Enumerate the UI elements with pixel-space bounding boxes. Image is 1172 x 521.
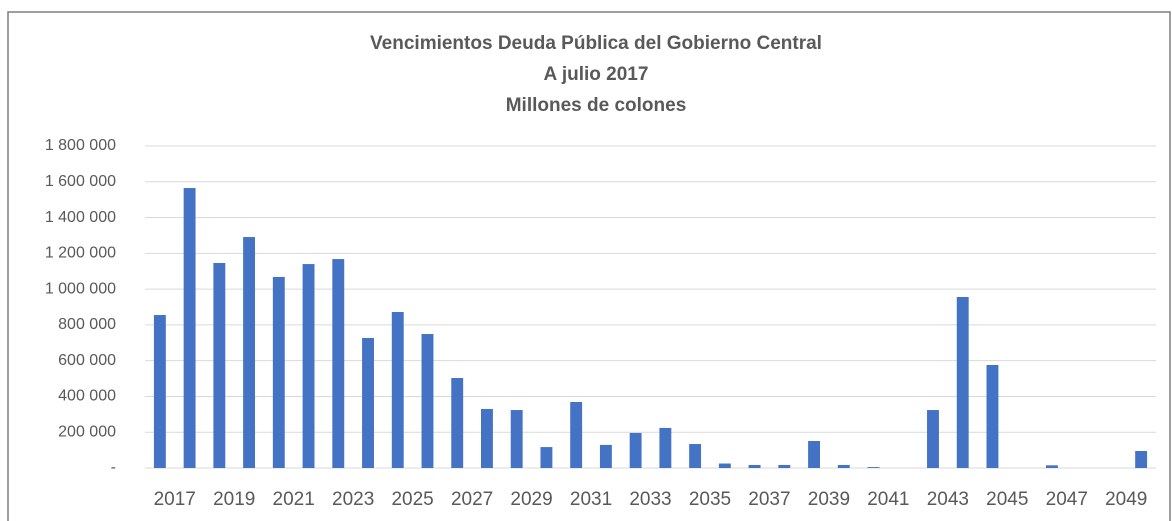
bar (153, 315, 166, 468)
x-tick-label: 2035 (689, 489, 731, 510)
x-tick-label: 2017 (154, 489, 196, 510)
bar (540, 447, 553, 468)
bar (748, 464, 761, 468)
y-tick-label: 1 200 000 (45, 245, 116, 262)
x-tick-label: 2033 (629, 489, 671, 510)
x-tick-label: 2021 (273, 489, 315, 510)
x-tick-label: 2019 (213, 489, 255, 510)
bar (599, 444, 612, 468)
bar (243, 237, 256, 468)
bar (183, 188, 196, 469)
bar (808, 440, 820, 468)
chart-subtitle: A julio 2017 (544, 64, 649, 85)
bar (718, 463, 731, 468)
x-tick-label: 2029 (510, 489, 552, 510)
bar (451, 378, 464, 468)
bar (481, 408, 493, 468)
y-tick-label: 1 400 000 (45, 209, 116, 226)
bar (927, 410, 939, 468)
bar (689, 444, 702, 468)
bar (570, 401, 583, 468)
bar (837, 464, 850, 468)
y-tick-label: 1 800 000 (45, 137, 116, 154)
x-tick-label: 2047 (1046, 489, 1088, 510)
bar (956, 296, 969, 468)
chart-title: Vencimientos Deuda Pública del Gobierno … (370, 33, 822, 54)
bar (778, 464, 791, 468)
x-tick-label: 2043 (927, 489, 969, 510)
bar (362, 337, 374, 468)
x-tick-label: 2045 (986, 489, 1028, 510)
y-tick-label: 600 000 (58, 352, 116, 369)
bar (213, 262, 226, 468)
y-tick-label: 400 000 (58, 388, 116, 405)
bar (1045, 465, 1058, 468)
x-tick-label: 2049 (1105, 489, 1147, 510)
x-tick-label: 2027 (451, 489, 493, 510)
x-tick-label: 2025 (391, 489, 433, 510)
x-tick-label: 2037 (748, 489, 790, 510)
bar (867, 467, 880, 468)
y-tick-label: - (111, 459, 116, 476)
bar (332, 259, 345, 468)
bar (272, 276, 285, 468)
bar (421, 334, 434, 468)
bar (510, 410, 523, 468)
frame (7, 11, 1171, 521)
bar (391, 312, 404, 468)
bar (1135, 451, 1148, 468)
chart-subtitle: Millones de colones (506, 95, 687, 116)
y-tick-label: 200 000 (58, 423, 116, 440)
bar (986, 364, 999, 468)
bar (629, 432, 642, 468)
y-tick-label: 800 000 (58, 316, 116, 333)
bar (659, 427, 672, 468)
x-tick-label: 2023 (332, 489, 374, 510)
x-tick-label: 2031 (570, 489, 612, 510)
bar (302, 264, 315, 468)
x-tick-label: 2041 (867, 489, 909, 510)
y-tick-label: 1 600 000 (45, 173, 116, 190)
y-tick-label: 1 000 000 (45, 280, 116, 297)
x-tick-label: 2039 (808, 489, 850, 510)
